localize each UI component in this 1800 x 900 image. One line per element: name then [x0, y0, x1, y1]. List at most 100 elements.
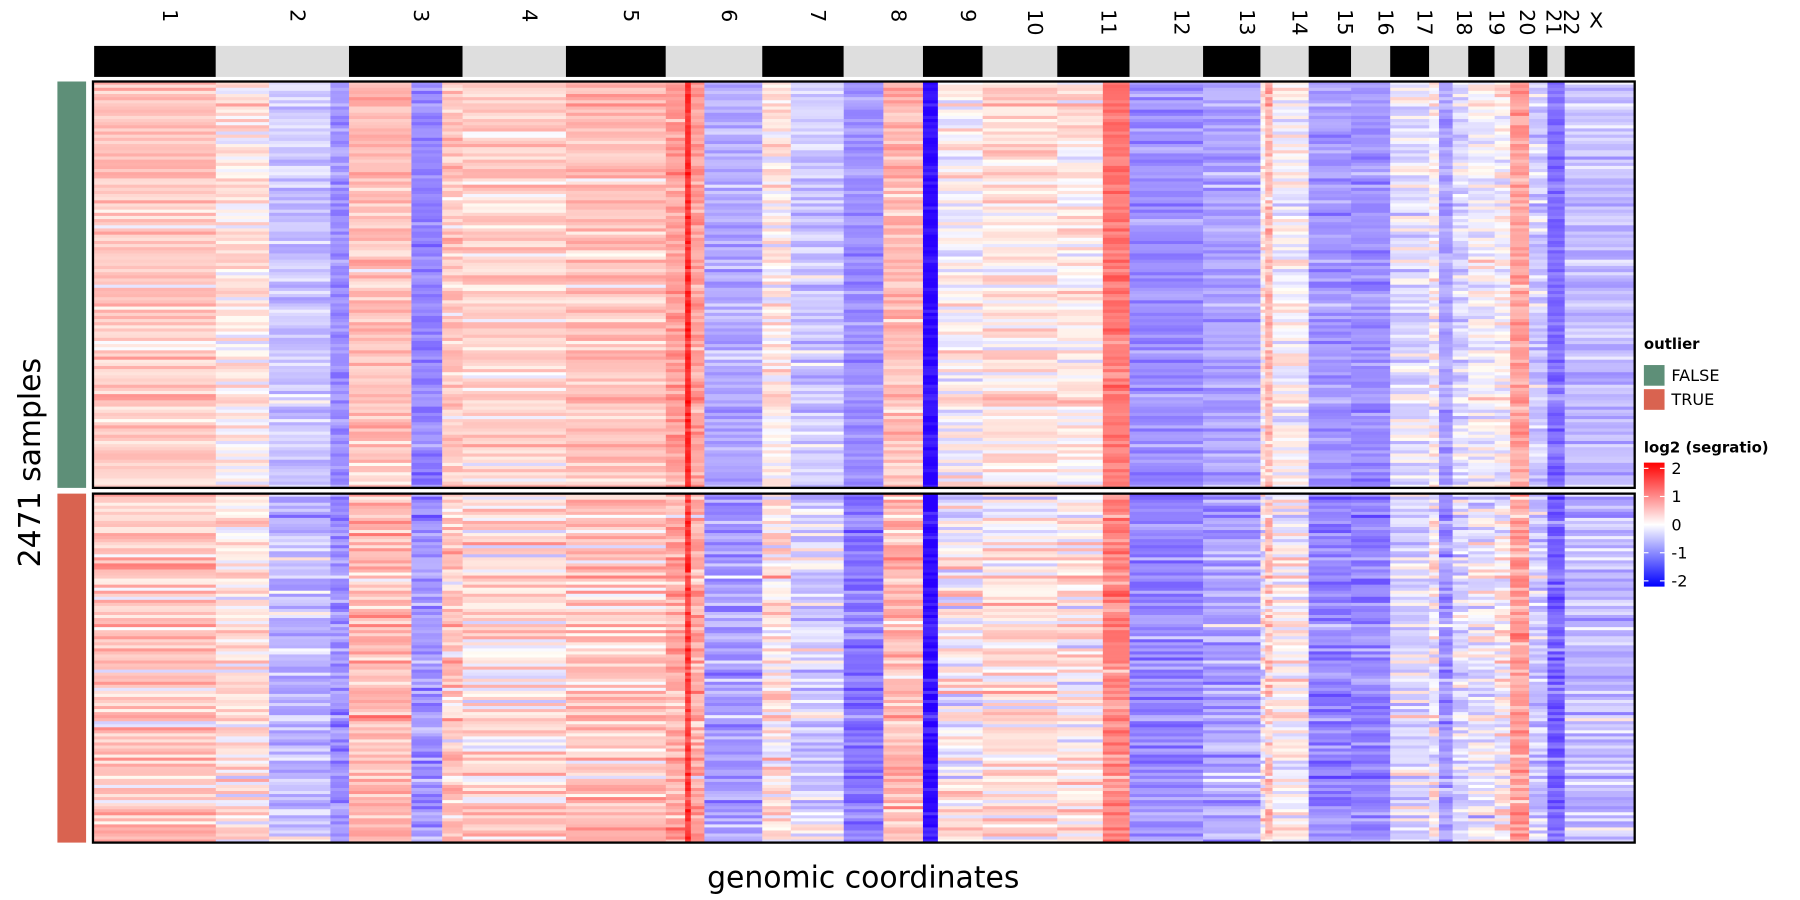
heatmap-cell — [94, 406, 217, 411]
heatmap-cell — [685, 169, 692, 173]
heatmap-cell — [411, 337, 443, 342]
heatmap-cell — [685, 456, 692, 461]
heatmap-cell — [1494, 384, 1511, 389]
heatmap-cell — [1438, 128, 1453, 132]
heatmap-cell — [1510, 372, 1530, 376]
heatmap-cell — [982, 222, 1058, 226]
heatmap-cell — [922, 253, 939, 257]
heatmap-cell — [1452, 197, 1469, 201]
heatmap-cell — [1438, 272, 1453, 276]
heatmap-cell — [1438, 381, 1453, 386]
heatmap-cell — [1308, 353, 1352, 357]
heatmap-cell — [1494, 181, 1511, 186]
heatmap-cell — [1429, 431, 1440, 436]
heatmap-cell — [411, 215, 443, 220]
heatmap-cell — [922, 237, 939, 242]
heatmap-cell — [1203, 403, 1261, 407]
heatmap-cell — [348, 109, 412, 114]
heatmap-cell — [1429, 219, 1440, 223]
heatmap-cell — [1308, 190, 1352, 195]
heatmap-cell — [330, 340, 350, 345]
heatmap-cell — [790, 181, 845, 186]
heatmap-cell — [1203, 362, 1261, 367]
heatmap-cell — [1452, 400, 1469, 404]
heatmap-cell — [1494, 115, 1511, 120]
heatmap-cell — [1429, 87, 1440, 92]
heatmap-cell — [1438, 103, 1453, 107]
heatmap-cell — [1429, 119, 1440, 123]
heatmap-cell — [1494, 469, 1511, 473]
heatmap-cell — [94, 181, 217, 186]
heatmap-cell — [1260, 90, 1266, 95]
heatmap-cell — [1351, 222, 1391, 226]
heatmap-cell — [269, 269, 331, 273]
heatmap-cell — [1102, 303, 1130, 307]
heatmap-cell — [1390, 206, 1430, 211]
heatmap-cell — [1438, 306, 1453, 311]
heatmap-cell — [330, 212, 350, 217]
heatmap-cell — [937, 359, 983, 364]
heatmap-cell — [1547, 453, 1566, 457]
heatmap-cell — [411, 365, 443, 370]
heatmap-cell — [665, 459, 686, 464]
heatmap-cell — [565, 253, 667, 257]
heatmap-cell — [843, 403, 884, 407]
heatmap-cell — [1529, 356, 1548, 361]
heatmap-cell — [1260, 206, 1266, 211]
chromosome-block-8 — [843, 45, 923, 77]
heatmap-cell — [1265, 103, 1273, 107]
heatmap-cell — [1564, 450, 1636, 454]
heatmap-cell — [762, 178, 792, 182]
heatmap-cell — [704, 394, 763, 398]
heatmap-cell — [704, 331, 763, 336]
heatmap-cell — [883, 412, 924, 417]
heatmap-cell — [790, 169, 845, 173]
heatmap-cell — [922, 256, 939, 261]
heatmap-cell — [665, 150, 686, 154]
heatmap-cell — [1390, 165, 1430, 170]
heatmap-cell — [442, 337, 463, 342]
heatmap-cell — [348, 434, 412, 439]
heatmap-cell — [442, 153, 463, 157]
heatmap-cell — [1390, 190, 1430, 195]
heatmap-cell — [1438, 394, 1453, 398]
heatmap-cell — [1529, 187, 1548, 192]
heatmap-cell — [1510, 284, 1530, 289]
heatmap-cell — [1510, 297, 1530, 301]
heatmap-cell — [269, 309, 331, 314]
heatmap-cell — [790, 306, 845, 311]
heatmap-cell — [1438, 206, 1453, 211]
heatmap-cell — [1564, 459, 1636, 464]
heatmap-cell — [704, 212, 763, 217]
heatmap-cell — [1203, 169, 1261, 173]
heatmap-cell — [1494, 144, 1511, 148]
heatmap-cell — [790, 250, 845, 254]
heatmap-cell — [982, 303, 1058, 307]
heatmap-cell — [1452, 112, 1469, 117]
heatmap-cell — [1452, 359, 1469, 364]
heatmap-cell — [1203, 178, 1261, 182]
heatmap-cell — [843, 394, 884, 398]
heatmap-cell — [982, 331, 1058, 336]
heatmap-cell — [1438, 453, 1453, 457]
heatmap-cell — [565, 194, 667, 198]
heatmap-cell — [1564, 384, 1636, 389]
heatmap-cell — [1351, 306, 1391, 311]
heatmap-cell — [1510, 425, 1530, 429]
heatmap-cell — [215, 472, 270, 476]
heatmap-cell — [1308, 466, 1352, 470]
heatmap-cell — [442, 259, 463, 264]
heatmap-cell — [1308, 290, 1352, 295]
heatmap-cell — [1429, 337, 1440, 342]
heatmap-cell — [411, 444, 443, 448]
heatmap-cell — [1429, 103, 1440, 107]
heatmap-cell — [883, 375, 924, 379]
heatmap-cell — [442, 178, 463, 182]
heatmap-cell — [442, 209, 463, 214]
heatmap-cell — [1510, 359, 1530, 364]
heatmap-cell — [690, 428, 705, 432]
heatmap-cell — [215, 122, 270, 126]
heatmap-cell — [704, 356, 763, 361]
heatmap-cell — [790, 156, 845, 160]
heatmap-cell — [690, 403, 705, 407]
